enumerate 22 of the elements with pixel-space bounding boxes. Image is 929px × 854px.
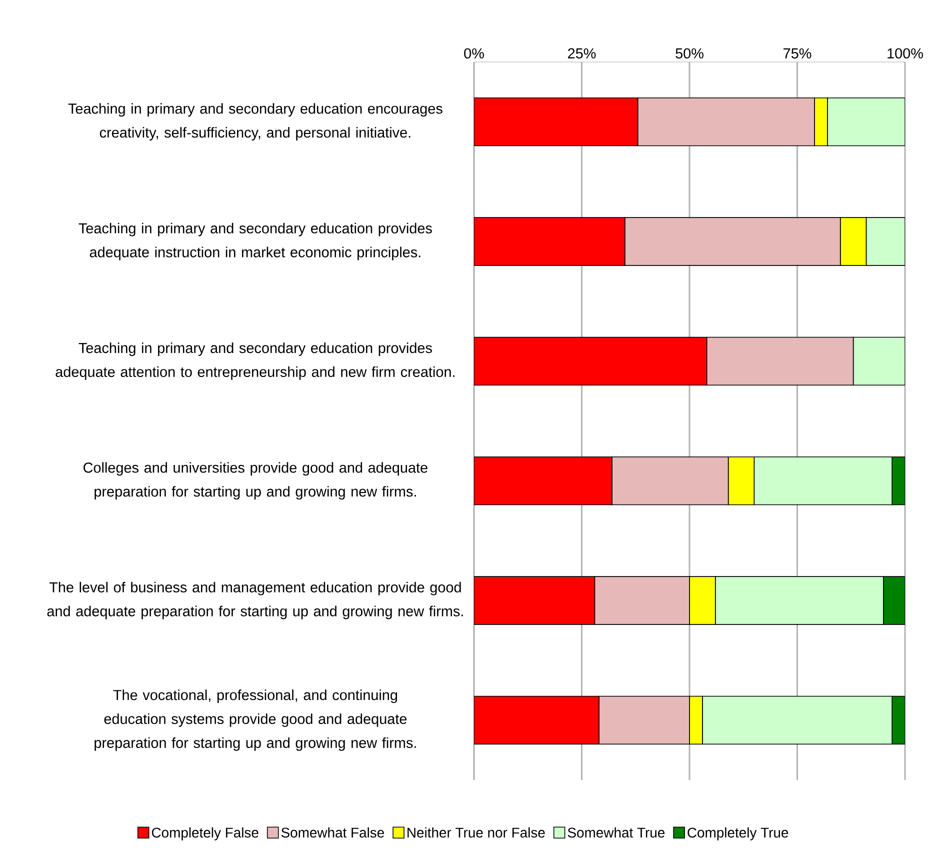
legend-label: Somewhat True — [568, 827, 665, 838]
legend-label: Completely False — [152, 827, 258, 840]
x-tick-label: 25% — [568, 48, 596, 58]
x-tick-label: 75% — [784, 48, 812, 58]
x-tick-label: 0% — [464, 48, 484, 58]
bar — [474, 217, 626, 266]
y-tick-label: Teaching in primary and secondary education encourages creativity, self-sufficiency, and personal initiative. — [68, 103, 442, 141]
legend-label: Neither True nor False — [408, 827, 545, 838]
bar — [474, 336, 708, 386]
legend-label: Somewhat False — [281, 827, 384, 838]
y-tick-label: Teaching in primary and secondary education provides adequate attention to entrepreneurship and new firm creation. — [56, 342, 454, 380]
x-tick-label: 50% — [676, 48, 704, 58]
y-tick-label: Teaching in primary and secondary education provides adequate instruction in market economic principles. — [78, 222, 432, 260]
y-tick-label: The level of business and management education provide good and adequate preparation for starting up and growing new firms. — [47, 582, 463, 620]
x-tick-label: 100% — [888, 48, 923, 58]
y-tick-label: The vocational, professional, and continuing education systems provide good and adequate preparation for starting up and growing new firms. — [94, 690, 416, 751]
bar — [474, 98, 638, 146]
y-tick-label: Colleges and universities provide good and adequate preparation for starting up and growing new firms. — [84, 462, 428, 500]
legend-label: Completely True — [688, 827, 788, 840]
bar — [474, 696, 600, 745]
bar — [474, 576, 596, 625]
bar — [474, 456, 612, 506]
